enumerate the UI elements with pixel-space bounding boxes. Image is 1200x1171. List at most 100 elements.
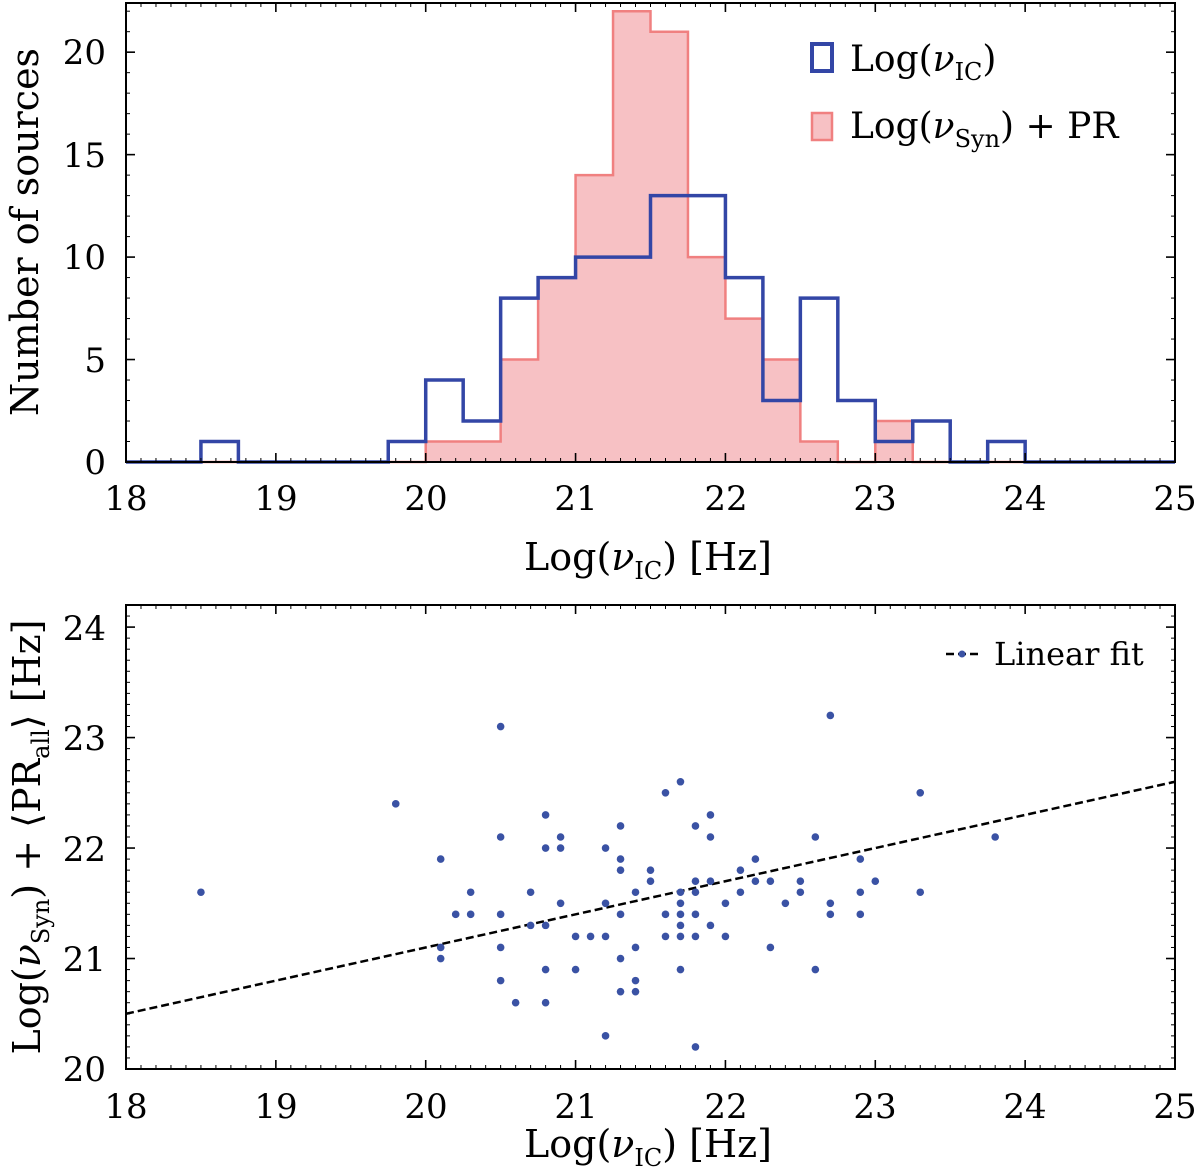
- scatter-point: [676, 777, 685, 786]
- scatter-point: [826, 910, 835, 919]
- scatter-point: [736, 888, 745, 897]
- scatter-point: [616, 855, 625, 863]
- histogram-legend: Log(νIC) Log(νSyn) + PR: [810, 39, 1119, 153]
- scatter-point: [751, 855, 760, 863]
- scatter-panel: 18 19 20 21 22 23 24 25 20 21 22 23 24 L…: [5, 604, 1197, 1171]
- scatter-point: [721, 932, 730, 941]
- scatter-y-tick-label: 20: [63, 1050, 106, 1090]
- scatter-point: [556, 899, 565, 908]
- scatter-point: [676, 888, 685, 897]
- legend-fit-marker: [958, 650, 966, 658]
- scatter-point: [436, 855, 445, 863]
- scatter-point: [541, 965, 550, 974]
- scatter-point: [466, 910, 475, 919]
- scatter-point: [826, 711, 835, 720]
- scatter-point: [676, 965, 685, 974]
- scatter-point: [796, 888, 805, 897]
- scatter-point: [601, 844, 610, 852]
- scatter-point: [856, 888, 865, 897]
- scatter-point: [496, 910, 505, 919]
- scatter-point: [511, 998, 520, 1007]
- scatter-x-tick-label: 25: [1153, 1087, 1196, 1127]
- legend-label-ic: Log(νIC): [850, 39, 996, 86]
- hist-x-tick-label: 21: [554, 479, 597, 519]
- scatter-point: [631, 943, 640, 952]
- scatter-x-tick-labels: 18 19 20 21 22 23 24 25: [104, 1087, 1196, 1127]
- scatter-point: [736, 866, 745, 874]
- scatter-point: [601, 1032, 610, 1040]
- scatter-point: [691, 877, 700, 885]
- scatter-point: [586, 932, 595, 941]
- scatter-x-tick-label: 24: [1003, 1087, 1046, 1127]
- histogram-panel: 18 19 20 21 22 23 24 25 0 5 10 15 20 Log…: [3, 2, 1197, 585]
- hist-y-tick-label: 20: [63, 33, 106, 73]
- scatter-point: [616, 987, 625, 996]
- scatter-point: [871, 877, 880, 885]
- scatter-point: [661, 789, 670, 797]
- hist-x-tick-label: 24: [1003, 479, 1046, 519]
- scatter-point: [676, 910, 685, 919]
- scatter-y-axis-title: Log(νSyn) + ⟨PRall⟩ [Hz]: [5, 619, 55, 1054]
- scatter-point: [826, 899, 835, 908]
- scatter-y-tick-label: 21: [63, 940, 106, 980]
- hist-x-tick-label: 20: [404, 479, 447, 519]
- scatter-point: [691, 910, 700, 919]
- scatter-point: [601, 899, 610, 908]
- legend-label-linear-fit: Linear fit: [994, 635, 1144, 673]
- scatter-point: [496, 976, 505, 985]
- scatter-x-tick-label: 21: [554, 1087, 597, 1127]
- scatter-point: [796, 877, 805, 885]
- scatter-point: [391, 800, 400, 808]
- scatter-point: [631, 888, 640, 897]
- hist-y-tick-label: 5: [84, 341, 106, 381]
- scatter-point: [751, 877, 760, 885]
- scatter-point: [706, 833, 715, 841]
- scatter-x-tick-label: 20: [404, 1087, 447, 1127]
- scatter-frame: [125, 604, 1176, 1070]
- scatter-point: [436, 954, 445, 963]
- scatter-point: [916, 789, 925, 797]
- scatter-point: [451, 910, 460, 919]
- legend-swatch-syn: [810, 111, 834, 142]
- scatter-point: [526, 888, 535, 897]
- scatter-point: [811, 965, 820, 974]
- scatter-point: [631, 987, 640, 996]
- hist-x-tick-label: 19: [254, 479, 297, 519]
- scatter-point: [661, 910, 670, 919]
- scatter-point: [691, 932, 700, 941]
- histogram-x-tick-labels: 18 19 20 21 22 23 24 25: [104, 479, 1196, 519]
- scatter-point: [661, 932, 670, 941]
- hist-x-tick-label: 22: [704, 479, 747, 519]
- scatter-point: [676, 899, 685, 908]
- hist-y-tick-label: 15: [63, 136, 106, 176]
- scatter-point: [811, 833, 820, 841]
- scatter-point: [616, 822, 625, 830]
- scatter-point: [691, 822, 700, 830]
- scatter-point: [526, 921, 535, 930]
- scatter-point: [646, 877, 655, 885]
- hist-x-tick-label: 25: [1153, 479, 1196, 519]
- scatter-point: [766, 877, 775, 885]
- scatter-y-tick-label: 24: [63, 609, 106, 649]
- scatter-point: [197, 888, 205, 897]
- scatter-point: [556, 833, 565, 841]
- scatter-point: [571, 965, 580, 974]
- scatter-point: [601, 932, 610, 941]
- scatter-x-tick-label: 19: [254, 1087, 297, 1127]
- scatter-x-tick-label: 18: [104, 1087, 147, 1127]
- scatter-point: [616, 910, 625, 919]
- scatter-point: [916, 888, 925, 897]
- histogram-frame: [125, 2, 1176, 463]
- hist-y-tick-label: 10: [63, 238, 106, 278]
- scatter-legend: Linear fit: [946, 635, 1144, 673]
- scatter-point: [631, 976, 640, 985]
- scatter-x-axis-title: Log(νIC) [Hz]: [524, 1122, 772, 1171]
- scatter-point: [721, 899, 730, 908]
- scatter-point: [541, 844, 550, 852]
- linear-fit-line: [125, 780, 1176, 1015]
- scatter-point: [466, 888, 475, 897]
- scatter-point: [856, 855, 865, 863]
- scatter-point: [436, 943, 445, 952]
- scatter-point: [541, 921, 550, 930]
